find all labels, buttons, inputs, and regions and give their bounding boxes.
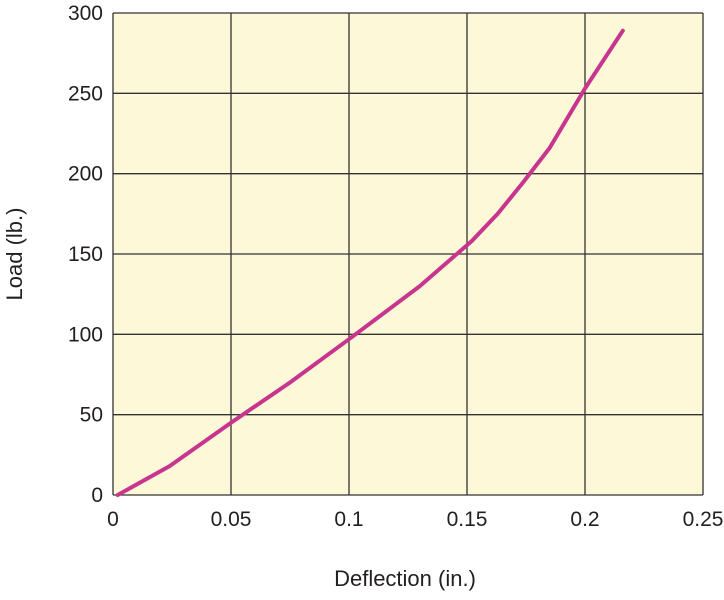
x-tick-label: 0	[107, 508, 119, 531]
y-axis-label: Load (lb.)	[2, 208, 27, 301]
series-layer	[115, 28, 625, 497]
y-tick-label: 250	[68, 82, 103, 105]
y-tick-label: 50	[80, 404, 103, 427]
x-tick-label: 0.15	[447, 508, 488, 531]
y-tick-label: 200	[68, 163, 103, 186]
series-line	[115, 28, 625, 497]
y-tick-label: 150	[68, 243, 103, 266]
x-tick-label: 0.1	[334, 508, 363, 531]
x-tick-labels: 0 0.05 0.1 0.15 0.2 0.25	[107, 508, 723, 531]
y-tick-labels: 0 50 100 150 200 250 300	[68, 2, 103, 507]
x-axis-label: Deflection (in.)	[334, 566, 476, 591]
y-tick-label: 100	[68, 323, 103, 346]
x-tick-label: 0.05	[211, 508, 252, 531]
y-tick-label: 0	[91, 484, 103, 507]
grid-lines	[112, 12, 704, 496]
x-tick-label: 0.25	[683, 508, 724, 531]
y-tick-label: 300	[68, 2, 103, 25]
x-tick-label: 0.2	[570, 508, 599, 531]
